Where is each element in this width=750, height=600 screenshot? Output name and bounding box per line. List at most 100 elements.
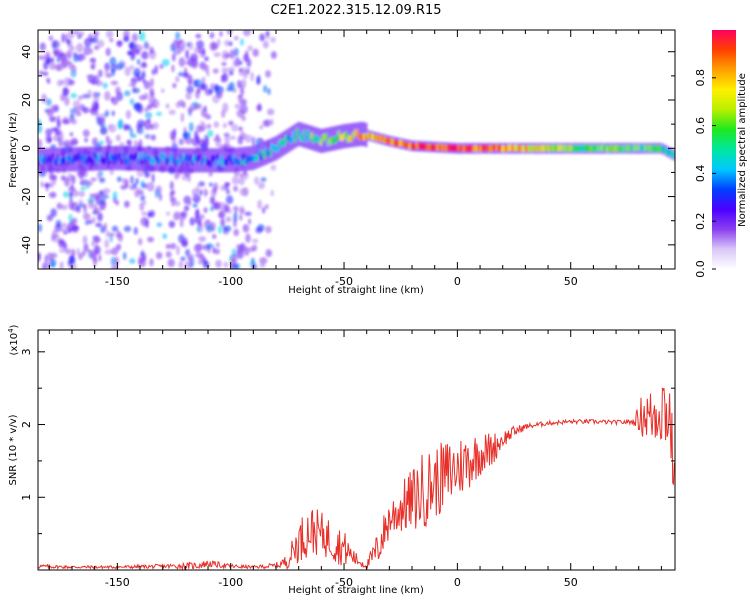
heatmap-speckle xyxy=(104,62,110,72)
heatmap-speckle xyxy=(195,243,204,251)
heatmap-speckle xyxy=(102,82,108,89)
heatmap-band-core xyxy=(136,159,139,166)
heatmap-speckle xyxy=(107,73,112,78)
heatmap-band-core xyxy=(506,145,509,152)
heatmap-speckle xyxy=(243,30,251,37)
heatmap-band-halo xyxy=(214,148,218,173)
heatmap-speckle xyxy=(224,39,230,47)
heatmap-speckle xyxy=(67,222,73,229)
heatmap-band-core xyxy=(158,159,161,165)
heatmap-speckle xyxy=(231,123,239,132)
heatmap-speckle xyxy=(209,196,216,205)
heatmap-speckle xyxy=(72,262,77,269)
heatmap-band-core xyxy=(564,145,567,152)
heatmap-band-halo xyxy=(285,129,288,154)
heatmap-band-core xyxy=(67,155,71,162)
heatmap-speckle xyxy=(170,189,176,196)
heatmap-speckle xyxy=(172,82,177,89)
heatmap-band-halo xyxy=(359,121,363,147)
heatmap-band-core xyxy=(416,142,419,149)
snr-ytick-label: 2 xyxy=(20,421,33,428)
heatmap-speckle xyxy=(90,177,97,182)
heatmap-band-core xyxy=(639,144,642,151)
heatmap-band-core xyxy=(296,128,299,135)
heatmap-band-core xyxy=(254,155,257,162)
heatmap-band-core xyxy=(173,157,176,164)
spectrogram-ylabel: Frequency (Hz) xyxy=(8,112,19,188)
heatmap-speckle xyxy=(51,252,58,259)
heatmap-band-core xyxy=(185,154,188,161)
heatmap-speckle xyxy=(221,67,228,74)
heatmap-band-core xyxy=(301,135,304,142)
heatmap-band-core xyxy=(483,144,486,151)
heatmap-speckle xyxy=(76,206,81,213)
heatmap-speckle xyxy=(225,216,232,223)
heatmap-band-core xyxy=(243,159,246,165)
colorbar-tick-label: 0.6 xyxy=(694,117,707,135)
heatmap-speckle xyxy=(42,71,49,76)
heatmap-band-core xyxy=(376,135,379,142)
heatmap-band-core xyxy=(530,145,533,152)
heatmap-speckle xyxy=(133,102,141,111)
heatmap-speckle xyxy=(111,225,119,232)
heatmap-band-core xyxy=(484,145,488,152)
heatmap-band-core xyxy=(470,144,473,151)
heatmap-band-core xyxy=(91,159,94,165)
heatmap-band-core xyxy=(510,145,513,151)
heatmap-speckle xyxy=(129,258,136,264)
heatmap-band-core xyxy=(477,144,480,151)
heatmap-speckle xyxy=(198,46,202,55)
heatmap-speckle xyxy=(138,75,144,81)
heatmap-band-core xyxy=(537,145,540,152)
heatmap-speckle xyxy=(231,206,240,211)
heatmap-speckle xyxy=(52,229,58,240)
heatmap-speckle xyxy=(214,248,221,255)
heatmap-band-core xyxy=(116,155,119,162)
heatmap-band-core xyxy=(412,143,415,150)
heatmap-band-core xyxy=(439,144,442,151)
heatmap-speckle xyxy=(198,181,205,187)
heatmap-band-core xyxy=(147,156,150,162)
heatmap-speckle xyxy=(189,260,194,269)
heatmap-speckle xyxy=(257,102,262,112)
snr-xtick-label: -100 xyxy=(218,576,243,589)
colorbar-tick-label: 0.8 xyxy=(694,69,707,87)
heatmap-speckle xyxy=(167,258,175,268)
heatmap-speckle xyxy=(40,180,44,188)
heatmap-band-core xyxy=(648,145,651,151)
heatmap-speckle xyxy=(60,93,66,102)
heatmap-speckle xyxy=(141,61,147,68)
heatmap-band-halo xyxy=(209,148,212,173)
heatmap-speckle xyxy=(196,124,203,133)
heatmap-speckle xyxy=(83,243,89,251)
heatmap-speckle xyxy=(64,33,69,41)
heatmap-speckle xyxy=(239,104,244,110)
heatmap-band-core xyxy=(472,145,475,152)
heatmap-band-halo xyxy=(287,128,290,153)
heatmap-speckle xyxy=(128,42,135,49)
heatmap-speckle xyxy=(201,63,209,72)
heatmap-speckle xyxy=(178,99,185,107)
heatmap-speckle xyxy=(217,212,224,219)
heatmap-speckle xyxy=(60,204,68,211)
heatmap-speckle xyxy=(133,226,138,235)
heatmap-speckle xyxy=(175,245,180,256)
heatmap-speckle xyxy=(117,120,123,130)
heatmap-band-core xyxy=(385,137,388,144)
heatmap-speckle xyxy=(239,242,246,252)
heatmap-speckle xyxy=(150,134,156,141)
heatmap-speckle xyxy=(228,120,234,126)
heatmap-band-halo xyxy=(161,147,165,172)
heatmap-speckle xyxy=(185,91,192,100)
heatmap-speckle xyxy=(210,221,216,232)
heatmap-speckle xyxy=(170,43,175,52)
heatmap-band-core xyxy=(448,144,451,151)
heatmap-band-core xyxy=(162,153,165,160)
heatmap-speckle xyxy=(100,126,108,135)
heatmap-band-core xyxy=(599,145,602,152)
heatmap-speckle xyxy=(270,36,276,43)
heatmap-band-core xyxy=(314,134,317,141)
heatmap-band-core xyxy=(660,145,664,152)
heatmap-band-core xyxy=(542,145,546,152)
heatmap-speckle xyxy=(222,72,229,83)
